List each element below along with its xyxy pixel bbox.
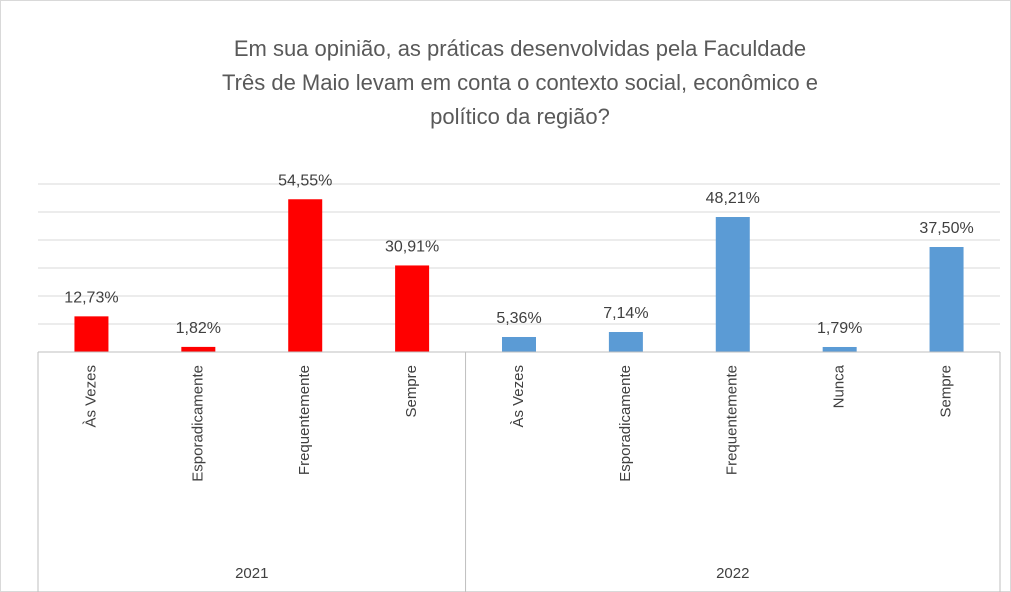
bar — [181, 346, 216, 352]
bar — [288, 199, 323, 352]
bar — [502, 336, 536, 352]
group-label: 2022 — [716, 565, 749, 582]
data-label: 54,55% — [278, 172, 332, 189]
data-label: 5,36% — [496, 310, 541, 327]
x-tick-label: Sempre — [403, 365, 420, 418]
x-tick-label: Sempre — [938, 365, 955, 418]
chart-title: Em sua opinião, as práticas desenvolvida… — [234, 36, 806, 61]
x-tick-label: Às Vezes — [510, 365, 527, 428]
data-label: 7,14% — [603, 305, 648, 322]
data-label: 1,82% — [176, 320, 221, 337]
x-tick-label: Nunca — [831, 364, 848, 408]
data-label: 12,73% — [64, 290, 118, 307]
bar — [929, 247, 964, 352]
group-label: 2021 — [235, 565, 268, 582]
x-tick-label: Esporadicamente — [189, 365, 206, 482]
bar — [395, 265, 430, 352]
data-label: 30,91% — [385, 239, 439, 256]
data-label: 37,50% — [919, 220, 973, 237]
chart-title: Três de Maio levam em conta o contexto s… — [222, 70, 818, 95]
x-tick-label: Esporadicamente — [617, 365, 634, 482]
chart-title: político da região? — [430, 104, 610, 129]
x-tick-label: Frequentemente — [724, 365, 741, 475]
bar — [74, 316, 109, 352]
x-tick-label: Frequentemente — [296, 365, 313, 475]
bar — [822, 346, 857, 352]
bar — [715, 217, 750, 352]
data-label: 1,79% — [817, 320, 862, 337]
x-tick-label: Às Vezes — [82, 365, 99, 428]
data-label: 48,21% — [706, 190, 760, 207]
bar — [608, 332, 643, 352]
